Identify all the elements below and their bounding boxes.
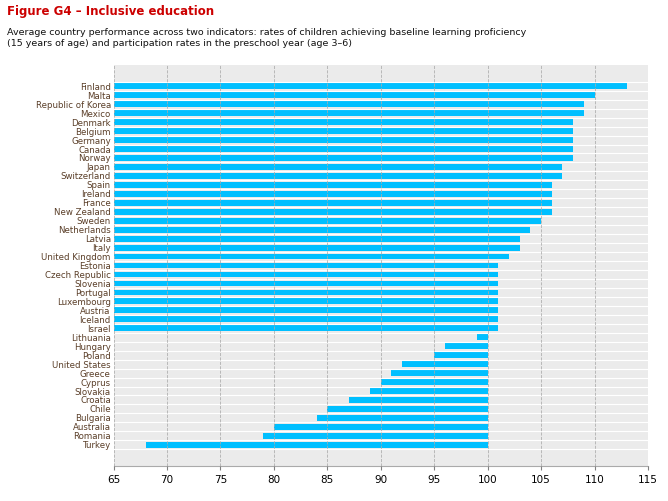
Bar [114,244,520,250]
Bar [445,343,488,349]
Bar [381,379,488,385]
Bar [477,334,488,340]
Bar [114,92,595,98]
Bar [274,424,488,430]
Text: Figure G4 – Inclusive education: Figure G4 – Inclusive education [7,5,214,18]
Bar [114,110,584,116]
Bar [114,128,573,134]
Bar [349,397,488,403]
Bar [114,325,498,331]
Bar [114,209,552,214]
Bar [114,308,498,313]
Bar [114,155,573,161]
Bar [114,101,584,107]
Bar [370,388,488,394]
Bar [114,281,498,287]
Bar [114,317,498,322]
Bar [114,290,498,295]
Bar [146,442,488,448]
Bar [434,352,488,358]
Bar [114,83,627,89]
Bar [114,299,498,304]
Bar [114,182,552,188]
Bar [391,370,488,376]
Bar [327,406,488,412]
Bar [114,146,573,152]
Bar [114,254,509,260]
Text: Average country performance across two indicators: rates of children achieving b: Average country performance across two i… [7,28,526,49]
Bar [114,119,573,125]
Bar [114,227,530,232]
Bar [263,433,488,439]
Bar [317,415,488,421]
Bar [114,218,541,223]
Bar [114,263,498,269]
Bar [114,164,562,170]
Bar [114,236,520,241]
Bar [114,173,562,179]
Bar [114,272,498,278]
Bar [114,191,552,197]
Bar [114,137,573,143]
Bar [402,361,488,367]
Bar [114,200,552,206]
